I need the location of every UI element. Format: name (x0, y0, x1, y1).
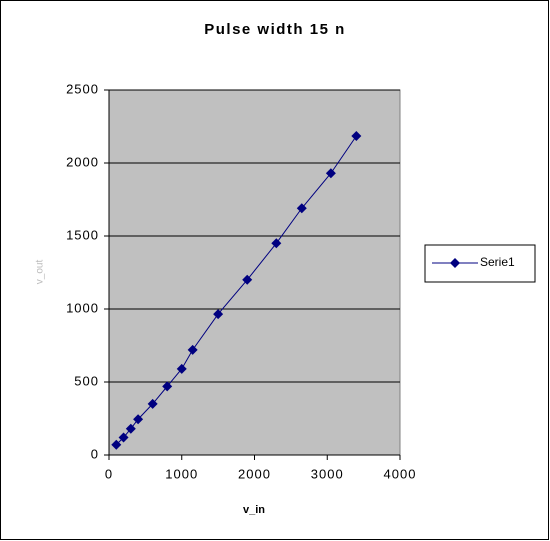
legend-marker (450, 258, 460, 268)
y-tick-label: 1500 (66, 227, 99, 242)
data-point (125, 423, 136, 434)
y-tick-label: 2500 (66, 81, 99, 96)
data-point (213, 309, 224, 320)
data-point (187, 344, 198, 355)
data-point (351, 130, 362, 141)
y-axis-label: v_out (35, 260, 46, 285)
x-tick-label: 1000 (165, 466, 198, 481)
y-tick-label: 0 (91, 446, 99, 461)
y-tick-label: 1000 (66, 300, 99, 315)
data-point (147, 398, 158, 409)
data-point (111, 439, 122, 450)
legend-label: Serie1 (480, 255, 515, 269)
data-point (325, 168, 336, 179)
x-tick-label: 0 (105, 466, 113, 481)
data-point (242, 274, 253, 285)
x-axis-label: v_in (243, 504, 265, 516)
data-point (176, 363, 187, 374)
chart-title: Pulse width 15 n (204, 21, 346, 38)
data-point (133, 414, 144, 425)
data-point (118, 432, 129, 443)
data-point (271, 238, 282, 249)
x-tick-label: 2000 (238, 466, 271, 481)
x-tick-label: 3000 (311, 466, 344, 481)
data-point (296, 203, 307, 214)
data-point (162, 381, 173, 392)
y-tick-label: 500 (74, 373, 99, 388)
y-tick-label: 2000 (66, 154, 99, 169)
x-tick-label: 4000 (384, 466, 417, 481)
